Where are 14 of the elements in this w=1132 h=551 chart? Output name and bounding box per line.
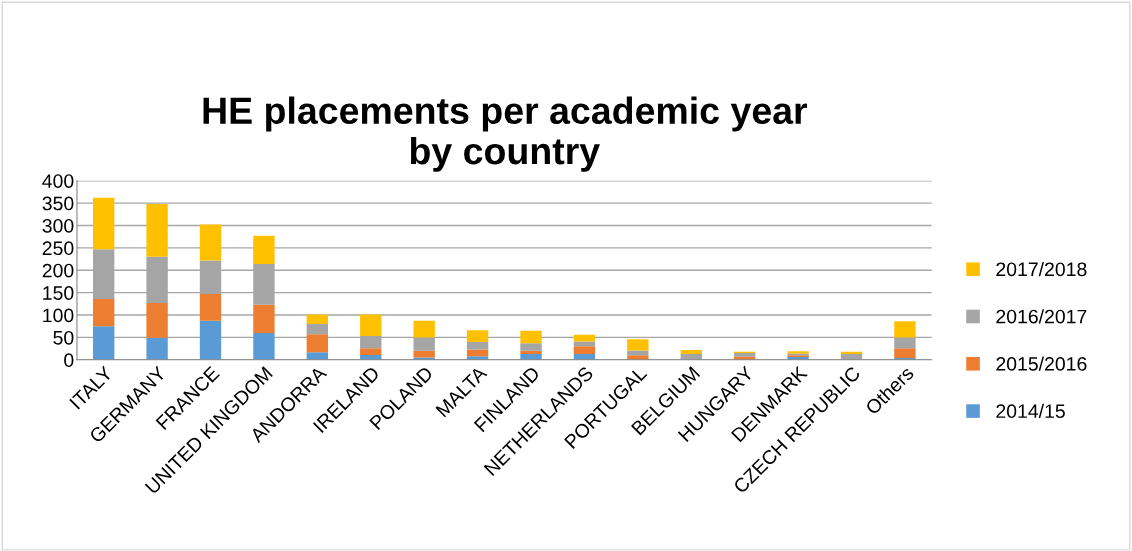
y-tick-label: 400	[42, 174, 74, 188]
y-tick-label: 350	[42, 196, 74, 211]
legend-label: 2014/15	[996, 403, 1065, 419]
y-tick-label: 200	[42, 263, 74, 278]
y-tick-label: 250	[42, 241, 74, 256]
legend-label: 2015/2016	[996, 356, 1087, 371]
chart-title: HE placements per academic year by country	[203, 96, 808, 172]
y-tick-label: 50	[53, 330, 74, 345]
legend-label: 2016/2017	[996, 309, 1087, 324]
y-tick-label: 150	[43, 286, 74, 300]
y-tick-label: 0	[64, 353, 74, 368]
y-tick-label: 300	[42, 218, 74, 233]
y-tick-label: 100	[43, 308, 74, 323]
legend-label: 2017/2018	[996, 261, 1087, 277]
